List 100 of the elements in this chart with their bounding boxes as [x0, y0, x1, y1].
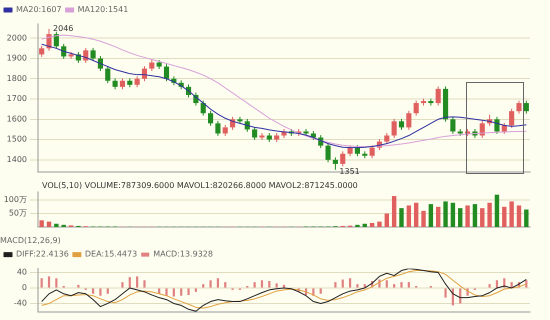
- legend-label: MACD:13.9328: [153, 250, 213, 259]
- candlestick: [392, 118, 397, 138]
- candlestick: [90, 47, 96, 62]
- bar: [260, 280, 264, 288]
- bar: [92, 288, 94, 294]
- candlestick: [436, 86, 441, 106]
- bar: [392, 196, 396, 227]
- bar: [472, 204, 478, 227]
- candlestick: [414, 100, 419, 116]
- bar: [408, 282, 410, 288]
- bar: [450, 202, 456, 227]
- bar: [254, 282, 256, 288]
- candlestick: [134, 76, 140, 88]
- bar: [106, 288, 109, 294]
- bar: [364, 284, 366, 288]
- candlestick: [61, 43, 66, 60]
- bar: [393, 284, 396, 288]
- annotation: 2046: [53, 24, 74, 33]
- candlestick: [215, 120, 220, 136]
- candlestick: [332, 156, 338, 170]
- y-tick-label: 1500: [6, 134, 27, 144]
- candlestick: [502, 122, 507, 134]
- bar: [356, 284, 359, 288]
- y-tick-label: 1600: [6, 114, 27, 124]
- legend-label: MA20:1607: [16, 5, 62, 14]
- bar: [268, 281, 270, 288]
- candlestick: [200, 100, 206, 116]
- bar: [494, 194, 500, 227]
- bar: [502, 206, 506, 227]
- candlestick: [325, 142, 331, 163]
- y-tick-label: 100万: [4, 195, 27, 204]
- candlestick: [480, 120, 485, 138]
- bar: [436, 206, 440, 227]
- bar: [443, 201, 448, 227]
- legend-label: DEA:15.4473: [84, 250, 138, 259]
- candlestick: [105, 66, 110, 84]
- candlestick: [39, 45, 44, 58]
- bar: [362, 224, 367, 227]
- bar: [524, 210, 529, 227]
- bar: [458, 208, 462, 227]
- candlestick: [398, 118, 404, 130]
- bar: [428, 204, 434, 227]
- bar: [172, 288, 175, 296]
- y-tick-label: 50万: [8, 208, 27, 218]
- candlestick: [516, 100, 522, 114]
- legend-title: MACD(12,26,9): [0, 236, 61, 246]
- candlestick: [112, 78, 118, 90]
- candlestick: [384, 132, 390, 145]
- bar: [209, 280, 212, 288]
- candlestick: [149, 60, 154, 72]
- candlestick: [222, 124, 228, 136]
- bar: [54, 224, 59, 227]
- bar: [377, 222, 382, 227]
- bar: [40, 278, 43, 288]
- bar: [143, 280, 146, 288]
- bar: [48, 276, 50, 288]
- bar: [128, 277, 131, 288]
- candlestick: [120, 78, 126, 90]
- bar: [46, 222, 52, 227]
- candlestick: [252, 126, 258, 140]
- bar: [496, 280, 498, 288]
- candlestick: [54, 31, 59, 50]
- y-tick-label: 1400: [6, 154, 27, 164]
- bar: [525, 280, 528, 288]
- bar: [488, 284, 491, 288]
- candlestick: [524, 100, 529, 114]
- candlestick: [340, 150, 346, 167]
- bar: [320, 288, 322, 294]
- bar: [386, 280, 388, 288]
- y-tick-label: 40: [16, 268, 27, 277]
- bar: [509, 201, 514, 227]
- bar: [406, 205, 412, 227]
- bar: [187, 288, 190, 295]
- candlestick: [406, 110, 412, 130]
- bar: [384, 214, 390, 227]
- y-tick-label: -40: [14, 298, 27, 308]
- candlestick: [244, 118, 250, 132]
- bar: [224, 282, 226, 288]
- bar: [342, 279, 344, 288]
- candlestick: [208, 110, 214, 126]
- y-tick-label: 1900: [6, 54, 27, 63]
- candlestick: [509, 108, 514, 128]
- annotation: 1351: [339, 166, 360, 176]
- bar: [180, 288, 182, 296]
- bar: [39, 220, 44, 227]
- bar: [136, 276, 138, 288]
- y-tick-label: 1800: [6, 74, 27, 83]
- legend-label: MA120:1541: [78, 5, 128, 14]
- y-tick-label: 1700: [6, 94, 27, 104]
- candlestick: [164, 64, 170, 82]
- bar: [414, 202, 418, 227]
- bar: [480, 208, 484, 227]
- bar: [276, 283, 278, 288]
- bar: [421, 210, 426, 227]
- candlestick: [370, 144, 375, 159]
- bar: [487, 202, 492, 227]
- bar: [202, 284, 204, 288]
- text: VOL(5,10) VOLUME:787309.6000 MAVOL1:820266.8000 MAVOL2:871245.0000: [42, 181, 358, 190]
- bar: [399, 208, 404, 227]
- y-tick-label: 2000: [6, 33, 27, 42]
